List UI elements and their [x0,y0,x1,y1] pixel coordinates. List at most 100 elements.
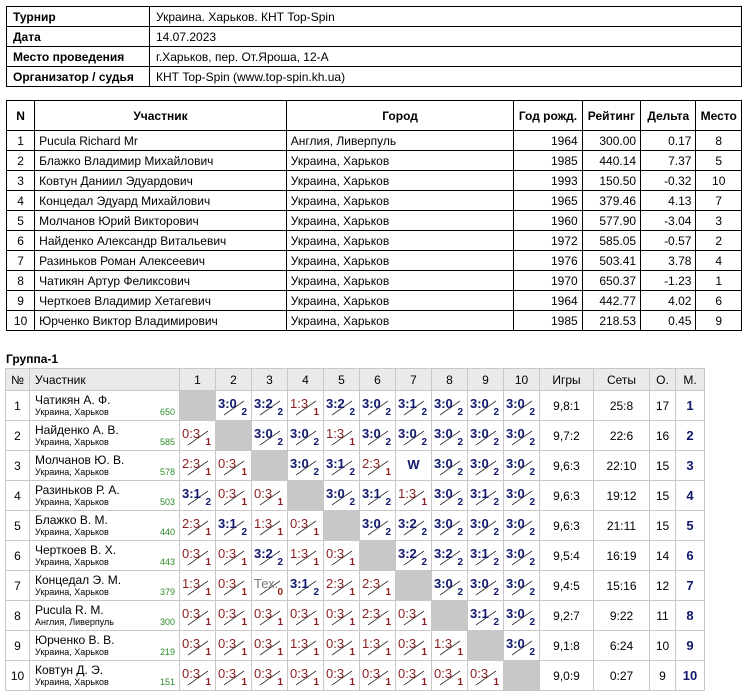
group-match-cell: 3:0 2 [503,570,540,601]
match-points: 1 [421,677,427,688]
participants-header: Город [285,100,515,131]
participant-row: 6 Найденко Александр Витальевич Украина, Х… [5,230,742,251]
participant-row: 1 Pucula Richard Mr Англия, Ливерпуль 1964 3… [5,130,742,151]
score-diagonal [295,580,317,596]
score-diagonal [187,550,209,566]
participant-delta: -3.04 [640,210,697,231]
group-player-name: Юрченко В. В. [35,632,115,647]
group-player-sub: 219 Украина, Харьков [35,647,179,658]
match-score: 3:0 [506,546,525,561]
score-diagonal [511,490,533,506]
match-points: 2 [457,587,463,598]
score-diagonal [511,520,533,536]
group-match-cell: 1:3 1 [323,420,360,451]
group-header-opponent: 2 [215,368,252,391]
score-diagonal [367,400,389,416]
match-score: 0:3 [218,456,237,471]
participant-row: 3 Ковтун Даниил Эдуардович Украина, Харько… [5,170,742,191]
group-header-no: № [5,368,30,391]
match-score: 3:1 [182,486,201,501]
group-match-cell: 3:0 2 [287,420,324,451]
participants-header: Рейтинг [581,100,642,131]
match-score: 0:3 [182,546,201,561]
participant-rating: 379.46 [581,190,642,211]
participant-place: 10 [695,170,742,191]
match-score: 3:0 [434,576,453,591]
score-diagonal [439,490,461,506]
score-diagonal [331,430,353,446]
group-row: 4 Разиньков Р. А. 503 Украина, Харьков 3:1 2 0… [5,480,705,511]
group-match-cell: 3:0 2 [503,630,540,661]
match-points: 2 [385,497,391,508]
group-row: 1 Чатикян А. Ф. 650 Украина, Харьков 3:0 2 3:2… [5,390,705,421]
score-diagonal [223,400,245,416]
match-score: 3:0 [434,486,453,501]
match-score: 3:2 [326,396,345,411]
match-score: 0:3 [182,426,201,441]
group-player-rating: 440 [159,526,175,537]
group-row-place: 9 [675,630,705,661]
match-score: 1:3 [182,576,201,591]
participant-row: 8 Чатикян Артур Феликсович Украина, Харько… [5,270,742,291]
score-diagonal [403,520,425,536]
group-player-sub: 650 Украина, Харьков [35,407,179,418]
match-points: 1 [205,677,211,688]
match-score: 0:3 [254,486,273,501]
match-score: 3:1 [398,396,417,411]
group-player-name: Ковтун Д. Э. [35,662,104,677]
group-row-place: 7 [675,570,705,601]
score-diagonal [439,640,461,656]
group-match-cell: 3:0 2 [503,540,540,571]
group-row-sets: 16:19 [593,540,650,571]
match-points: 2 [529,437,535,448]
match-score: 0:3 [218,486,237,501]
group-player-city: Украина, Харьков [35,496,109,507]
match-points: 2 [457,497,463,508]
group-row-games: 9,6:3 [539,450,594,481]
score-diagonal [187,460,209,476]
match-points: 1 [205,467,211,478]
score-diagonal [511,610,533,626]
group-match-cell: 0:3 1 [251,660,288,691]
group-row-games: 9,6:3 [539,510,594,541]
participant-delta: -0.57 [640,230,697,251]
group-row-sets: 9:22 [593,600,650,631]
group-match-cell: 1:3 1 [251,510,288,541]
group-match-cell: 3:0 2 [467,390,504,421]
match-points: 2 [493,617,499,628]
tournament-info-table: Турнир Украина. Харьков. КНТ Top-Spin Дата… [6,6,742,87]
group-row: 7 Концедал Э. М. 379 Украина, Харьков 1:3 1 0:… [5,570,705,601]
match-points: 1 [205,437,211,448]
group-match-cell: 0:3 1 [323,600,360,631]
participant-n: 6 [5,230,36,251]
match-score: 0:3 [434,666,453,681]
match-points: 2 [385,437,391,448]
score-diagonal [295,640,317,656]
match-score: 0:3 [398,666,417,681]
participant-city: Украина, Харьков [285,210,515,231]
match-points: 2 [529,407,535,418]
participant-rating: 218.53 [581,310,642,331]
participant-city: Украина, Харьков [285,250,515,271]
group-player-city: Украина, Харьков [35,436,109,447]
score-diagonal [295,520,317,536]
participant-place: 9 [695,310,742,331]
participant-rating: 442.77 [581,290,642,311]
score-diagonal [295,400,317,416]
participant-rating: 440.14 [581,150,642,171]
group-match-cell: 3:0 2 [467,420,504,451]
score-diagonal [475,610,497,626]
group-row-place: 6 [675,540,705,571]
group-player-name: Концедал Э. М. [35,572,122,587]
participant-place: 6 [695,290,742,311]
group-match-cell: 3:2 2 [251,390,288,421]
participant-row: 5 Молчанов Юрий Викторович Украина, Харько… [5,210,742,231]
match-points: 1 [205,587,211,598]
group-row-player: Черткоев В. Х. 443 Украина, Харьков [29,540,180,571]
score-diagonal [187,520,209,536]
match-points: 2 [313,437,319,448]
group-match-cell: 3:0 2 [431,570,468,601]
group-row-player: Молчанов Ю. В. 578 Украина, Харьков [29,450,180,481]
info-label: Организатор / судья [6,66,150,87]
group-match-cell: 1:3 1 [179,570,216,601]
